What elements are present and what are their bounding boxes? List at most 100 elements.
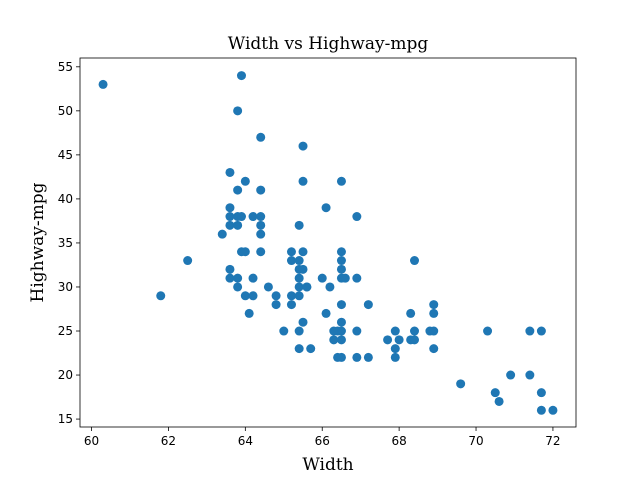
data-point [548, 405, 558, 415]
data-point [256, 247, 266, 257]
data-point [383, 335, 393, 345]
data-point [294, 282, 304, 292]
data-point [390, 352, 400, 362]
data-point [336, 264, 346, 274]
data-point [298, 264, 308, 274]
data-point [317, 273, 327, 283]
data-point [233, 220, 243, 230]
data-point [294, 220, 304, 230]
data-point [236, 212, 246, 222]
data-point [98, 79, 108, 89]
y-axis-ticks: 15 20 25 30 35 40 45 50 55 [58, 60, 80, 426]
data-point [336, 300, 346, 310]
data-point [352, 273, 362, 283]
data-point [286, 300, 296, 310]
data-point [429, 344, 439, 354]
data-point [248, 273, 258, 283]
data-point [363, 300, 373, 310]
data-point [363, 352, 373, 362]
y-tick-label: 55 [58, 60, 73, 74]
data-point [294, 273, 304, 283]
data-point [536, 405, 546, 415]
data-point [233, 273, 243, 283]
data-point [256, 220, 266, 230]
data-point [306, 344, 316, 354]
data-point [336, 335, 346, 345]
data-point [329, 335, 339, 345]
data-point [352, 326, 362, 336]
data-point [321, 308, 331, 318]
data-point [298, 141, 308, 151]
data-point [336, 326, 346, 336]
data-point [302, 282, 312, 292]
data-point [406, 308, 416, 318]
data-point [233, 185, 243, 195]
data-point [536, 388, 546, 398]
data-point [294, 326, 304, 336]
data-point [321, 203, 331, 213]
data-point [340, 273, 350, 283]
x-tick-label: 60 [84, 434, 99, 448]
data-points [98, 71, 558, 415]
data-point [233, 282, 243, 292]
x-axis-label: Width [302, 455, 353, 475]
data-point [456, 379, 466, 389]
data-point [156, 291, 166, 301]
data-point [429, 308, 439, 318]
data-point [336, 317, 346, 327]
data-point [325, 282, 335, 292]
data-point [536, 326, 546, 336]
data-point [225, 212, 235, 222]
data-point [506, 370, 516, 380]
y-tick-label: 15 [58, 412, 73, 426]
x-tick-label: 62 [161, 434, 176, 448]
data-point [429, 326, 439, 336]
y-axis-label: Highway-mpg [28, 182, 48, 302]
y-tick-label: 25 [58, 324, 73, 338]
data-point [410, 335, 420, 345]
data-point [240, 291, 250, 301]
data-point [390, 344, 400, 354]
y-tick-label: 30 [58, 280, 73, 294]
data-point [294, 256, 304, 266]
x-tick-label: 70 [468, 434, 483, 448]
y-tick-label: 45 [58, 148, 73, 162]
x-axis-ticks: 60 62 64 66 68 70 72 [84, 427, 561, 448]
data-point [525, 370, 535, 380]
data-point [240, 176, 250, 186]
x-tick-label: 64 [238, 434, 253, 448]
data-point [336, 176, 346, 186]
data-point [256, 229, 266, 239]
data-point [336, 256, 346, 266]
data-point [525, 326, 535, 336]
data-point [352, 212, 362, 222]
data-point [271, 300, 281, 310]
data-point [410, 256, 420, 266]
data-point [286, 256, 296, 266]
data-point [298, 176, 308, 186]
x-tick-label: 72 [545, 434, 560, 448]
y-tick-label: 50 [58, 104, 73, 118]
x-tick-label: 66 [315, 434, 330, 448]
data-point [483, 326, 493, 336]
data-point [394, 335, 404, 345]
data-point [256, 212, 266, 222]
data-point [390, 326, 400, 336]
data-point [286, 247, 296, 257]
data-point [298, 247, 308, 257]
chart-title: Width vs Highway-mpg [228, 34, 429, 54]
data-point [294, 344, 304, 354]
y-tick-label: 20 [58, 368, 73, 382]
data-point [225, 273, 235, 283]
data-point [336, 247, 346, 257]
y-tick-label: 40 [58, 192, 73, 206]
data-point [248, 291, 258, 301]
data-point [429, 300, 439, 310]
data-point [494, 396, 504, 406]
data-point [236, 71, 246, 81]
data-point [225, 264, 235, 274]
data-point [225, 167, 235, 177]
data-point [490, 388, 500, 398]
